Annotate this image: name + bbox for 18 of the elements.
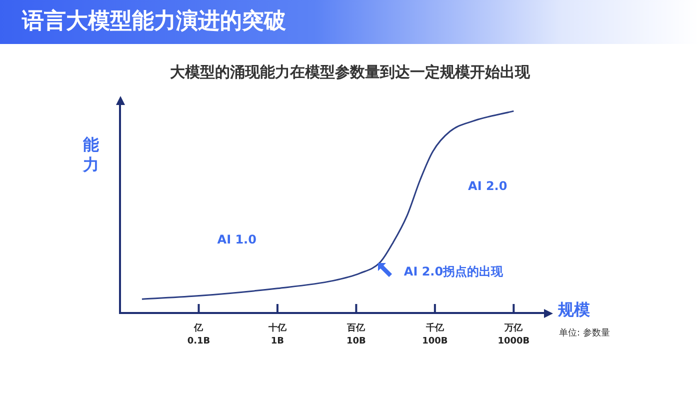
text: 亿 bbox=[193, 322, 204, 334]
x-axis-title: 规模 bbox=[558, 300, 590, 321]
y-axis-title: 能力 bbox=[83, 135, 100, 175]
chart-subtitle: 大模型的涌现能力在模型参数量到达一定规模开始出现 bbox=[169, 63, 531, 82]
chart-title: 语言大模型能力演进的突破 bbox=[22, 8, 286, 36]
text: 单位: 参数量 bbox=[559, 327, 610, 338]
text: 千亿 bbox=[424, 322, 445, 334]
annotation: AI 2.0拐点的出现 bbox=[404, 264, 504, 279]
annotation: AI 2.0 bbox=[468, 179, 508, 194]
x-tick-label: 1000B bbox=[498, 336, 530, 347]
x-tick-label: 10B bbox=[346, 336, 366, 347]
text: 万亿 bbox=[504, 322, 524, 334]
x-tick-label: 1B bbox=[270, 336, 284, 347]
annotation: AI 1.0 bbox=[217, 232, 256, 247]
x-tick-label: 100B bbox=[422, 336, 448, 347]
x-tick-label: 0.1B bbox=[187, 336, 210, 347]
text: 百亿 bbox=[346, 322, 366, 334]
text: 十亿 bbox=[267, 322, 288, 334]
